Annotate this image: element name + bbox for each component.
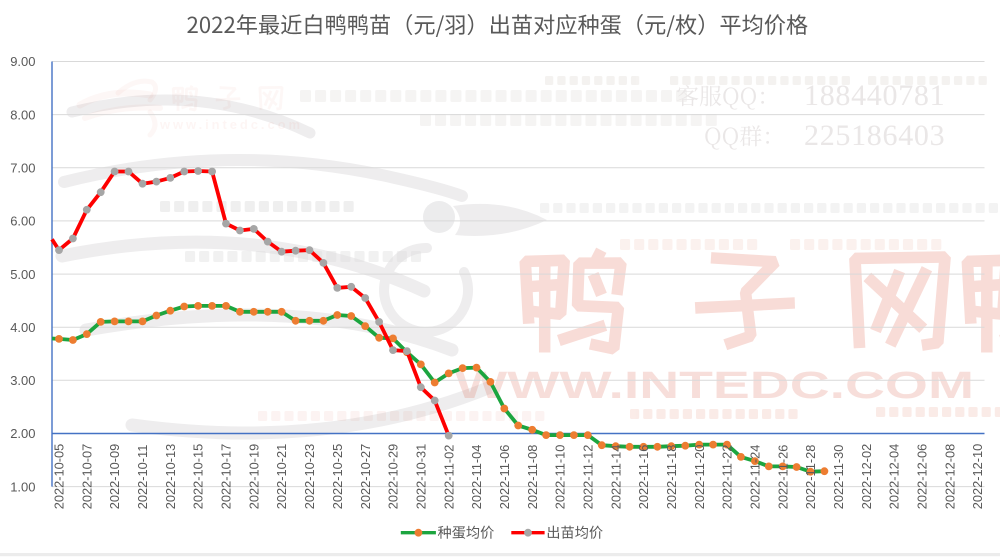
svg-text:188440781: 188440781 — [804, 79, 945, 112]
svg-text:2022-10-19: 2022-10-19 — [246, 444, 261, 509]
svg-text:2022-10-23: 2022-10-23 — [302, 444, 317, 509]
svg-text:5.00: 5.00 — [10, 267, 35, 282]
svg-text:2022-11-06: 2022-11-06 — [497, 445, 512, 510]
svg-text:9.00: 9.00 — [10, 54, 35, 69]
svg-text:4.00: 4.00 — [10, 320, 35, 335]
svg-text:2022-10-11: 2022-10-11 — [135, 445, 150, 510]
svg-text:3.00: 3.00 — [10, 373, 35, 388]
svg-text:2022-11-08: 2022-11-08 — [525, 445, 540, 510]
svg-text:2022-12-08: 2022-12-08 — [942, 444, 957, 509]
svg-text:2022-11-18: 2022-11-18 — [664, 445, 679, 510]
svg-text:2022-11-10: 2022-11-10 — [553, 445, 568, 510]
svg-text:7.00: 7.00 — [10, 161, 35, 176]
svg-text:2022-10-09: 2022-10-09 — [107, 444, 122, 509]
svg-text:2022-11-14: 2022-11-14 — [608, 445, 623, 510]
svg-text:2022-12-06: 2022-12-06 — [915, 444, 930, 509]
svg-text:225186403: 225186403 — [804, 119, 945, 152]
svg-text:2022-10-15: 2022-10-15 — [191, 444, 206, 509]
svg-text:2022-10-29: 2022-10-29 — [386, 444, 401, 509]
svg-text:2022-11-12: 2022-11-12 — [580, 445, 595, 510]
svg-text:www.intedc.com: www.intedc.com — [159, 117, 300, 132]
svg-text:6.00: 6.00 — [10, 214, 35, 229]
svg-text:2022-11-28: 2022-11-28 — [803, 445, 818, 510]
svg-text:2022-12-02: 2022-12-02 — [859, 444, 874, 509]
svg-text:2022-10-17: 2022-10-17 — [219, 444, 234, 509]
svg-text:2022-11-02: 2022-11-02 — [441, 445, 456, 510]
svg-text:2022-10-21: 2022-10-21 — [274, 444, 289, 509]
svg-text:8.00: 8.00 — [10, 107, 35, 122]
svg-text:2022-11-22: 2022-11-22 — [720, 445, 735, 510]
svg-text:2022-12-04: 2022-12-04 — [887, 444, 902, 509]
svg-text:2022-10-27: 2022-10-27 — [358, 444, 373, 509]
svg-text:2022-11-16: 2022-11-16 — [636, 445, 651, 510]
svg-text:2022-11-20: 2022-11-20 — [692, 445, 707, 510]
svg-text:2022-11-26: 2022-11-26 — [775, 445, 790, 510]
svg-text:2022-10-05: 2022-10-05 — [52, 444, 67, 509]
svg-text:2022-11-30: 2022-11-30 — [831, 445, 846, 510]
svg-text:2.00: 2.00 — [10, 426, 35, 441]
svg-text:2022-10-25: 2022-10-25 — [330, 444, 345, 509]
svg-text:2022-10-31: 2022-10-31 — [413, 444, 428, 509]
svg-text:2022-11-24: 2022-11-24 — [748, 445, 763, 510]
svg-text:2022-12-10: 2022-12-10 — [970, 444, 985, 509]
svg-text:WWW.INTEDC.COM: WWW.INTEDC.COM — [455, 365, 974, 407]
svg-text:2022-11-04: 2022-11-04 — [469, 445, 484, 510]
svg-text:1.00: 1.00 — [10, 479, 35, 494]
svg-text:2022-10-13: 2022-10-13 — [163, 444, 178, 509]
svg-text:2022-10-07: 2022-10-07 — [79, 444, 94, 509]
